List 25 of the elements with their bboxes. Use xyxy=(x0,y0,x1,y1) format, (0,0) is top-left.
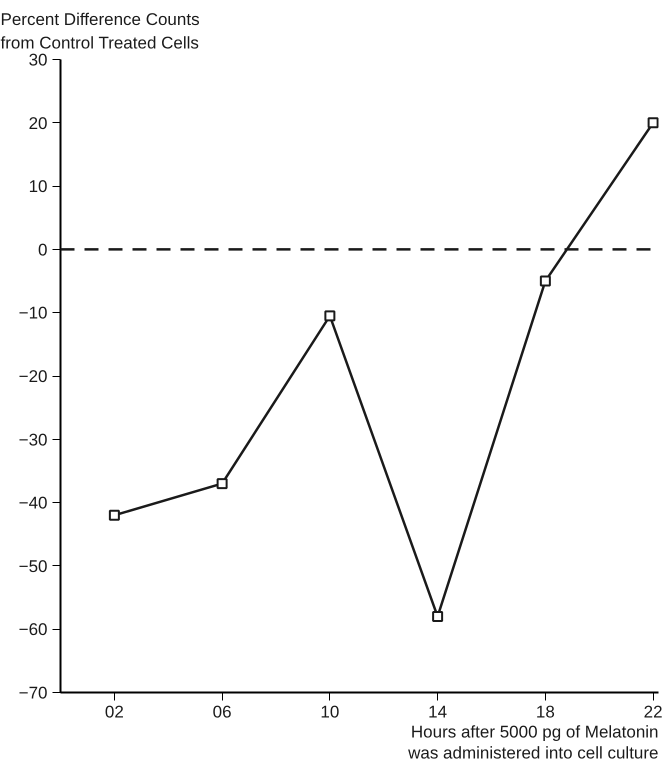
y-tick-label: −70 xyxy=(18,684,48,702)
y-tick-label: 20 xyxy=(28,114,48,133)
x-tick-label: 22 xyxy=(644,702,663,722)
x-tick-label: 02 xyxy=(104,702,124,722)
point xyxy=(648,117,658,128)
x-tick-label: 10 xyxy=(320,702,340,722)
point xyxy=(432,611,444,622)
y-tick-label: −60 xyxy=(18,620,48,640)
y-tick-label: −30 xyxy=(18,430,48,450)
y-tick-label: −40 xyxy=(18,494,48,513)
point xyxy=(216,478,228,490)
x-axis-title: Hours after 5000 pg of Melatonin was administered into cell culture xyxy=(407,722,659,762)
y-axis-title: Percent Difference Counts from Control Treated Cells xyxy=(0,10,200,52)
y-tick-label: −20 xyxy=(18,367,48,386)
x-tick-label: 14 xyxy=(428,702,448,722)
x-tick-label: 06 xyxy=(212,702,232,722)
y-tick-label: −10 xyxy=(18,304,48,323)
y-tick-label: −50 xyxy=(18,556,48,576)
point xyxy=(324,310,336,322)
y-tick-label: 10 xyxy=(28,177,48,196)
y-tick-label: 0 xyxy=(38,240,48,260)
y-tick-label: 30 xyxy=(28,50,48,70)
point xyxy=(108,510,120,521)
x-tick-label: 18 xyxy=(536,702,555,722)
point xyxy=(540,276,551,287)
